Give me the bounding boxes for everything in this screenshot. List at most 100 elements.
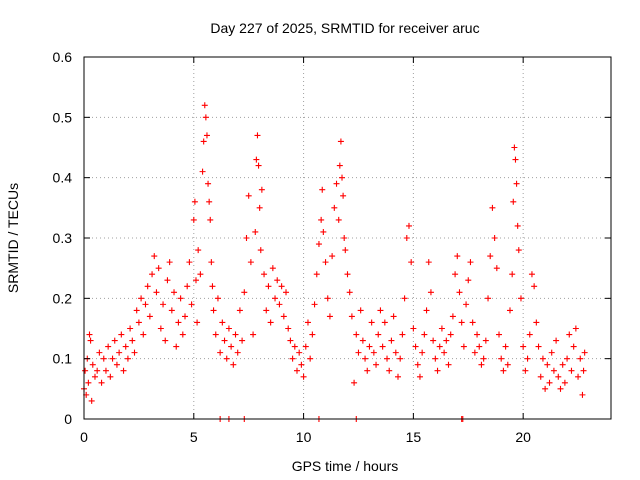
data-point: [122, 343, 129, 350]
data-point: [568, 367, 575, 374]
data-point: [509, 271, 516, 278]
data-point: [276, 301, 283, 308]
data-point: [87, 337, 94, 344]
data-point: [300, 373, 307, 380]
data-point: [517, 295, 524, 302]
data-point: [85, 379, 92, 386]
data-point: [160, 301, 167, 308]
data-point: [267, 319, 274, 326]
data-point: [561, 379, 568, 386]
data-point: [162, 337, 169, 344]
data-point: [357, 307, 364, 314]
data-point: [416, 373, 423, 380]
data-point: [405, 222, 412, 229]
data-point: [157, 325, 164, 332]
data-point: [471, 349, 478, 356]
data-point: [241, 289, 248, 296]
grid-lines: [84, 57, 611, 419]
data-point: [487, 253, 494, 260]
data-point: [514, 222, 521, 229]
data-point: [375, 331, 382, 338]
data-point: [322, 259, 329, 266]
data-point: [386, 367, 393, 374]
data-point: [105, 343, 112, 350]
plot-frame: [83, 56, 612, 420]
data-point: [118, 331, 125, 338]
data-point: [346, 289, 353, 296]
data-point: [111, 337, 118, 344]
data-point: [359, 337, 366, 344]
data-point: [445, 361, 452, 368]
data-point: [142, 301, 149, 308]
data-point: [408, 259, 415, 266]
data-point: [102, 367, 109, 374]
data-point: [458, 319, 465, 326]
data-point: [113, 361, 120, 368]
data-point: [575, 373, 582, 380]
data-point: [197, 271, 204, 278]
data-point: [368, 319, 375, 326]
data-point: [219, 319, 226, 326]
data-point: [381, 319, 388, 326]
y-tick-label: 0.5: [53, 109, 73, 125]
data-point: [341, 235, 348, 241]
data-point: [542, 385, 549, 392]
data-point: [94, 367, 101, 374]
data-point: [263, 307, 270, 314]
data-point: [399, 331, 406, 338]
data-point: [454, 253, 461, 260]
data-point: [340, 192, 347, 199]
data-point: [434, 367, 441, 374]
data-point: [120, 367, 127, 374]
data-point: [438, 325, 445, 332]
data-point: [208, 259, 215, 266]
data-point: [351, 379, 358, 386]
data-point: [544, 361, 551, 368]
data-point: [239, 337, 246, 344]
data-point: [192, 277, 199, 284]
data-point: [526, 331, 533, 338]
data-point: [557, 385, 564, 392]
data-point: [550, 367, 557, 374]
data-point: [500, 367, 507, 374]
data-point: [291, 343, 298, 350]
data-point: [307, 355, 314, 362]
data-point: [443, 337, 450, 344]
data-point: [342, 247, 349, 254]
data-point: [449, 313, 456, 320]
data-point: [173, 343, 180, 350]
data-point: [395, 373, 402, 380]
data-point: [390, 313, 397, 320]
data-point: [107, 373, 114, 380]
data-point: [199, 168, 206, 175]
y-tick-label: 0.3: [53, 230, 73, 246]
data-point: [168, 307, 175, 314]
data-point: [401, 295, 408, 302]
data-point: [580, 367, 587, 374]
data-point: [175, 319, 182, 326]
data-point: [553, 337, 560, 344]
data-point: [392, 349, 399, 356]
data-points: [81, 102, 588, 422]
data-point: [476, 343, 483, 350]
data-point: [171, 289, 178, 296]
data-point: [144, 283, 151, 290]
data-point: [329, 253, 336, 260]
data-point: [447, 331, 454, 338]
data-point: [131, 349, 138, 356]
x-tick-label: 5: [190, 429, 198, 445]
data-point: [546, 379, 553, 386]
data-point: [205, 180, 212, 187]
data-point: [98, 379, 105, 386]
data-point: [149, 271, 156, 278]
x-tick-label: 20: [515, 429, 531, 445]
data-point: [403, 235, 410, 241]
data-point: [469, 319, 476, 326]
data-point: [579, 391, 586, 398]
data-point: [436, 343, 443, 350]
y-tick-label: 0: [64, 411, 72, 427]
data-point: [511, 144, 518, 151]
data-point: [164, 277, 171, 284]
x-tick-label: 15: [406, 429, 422, 445]
